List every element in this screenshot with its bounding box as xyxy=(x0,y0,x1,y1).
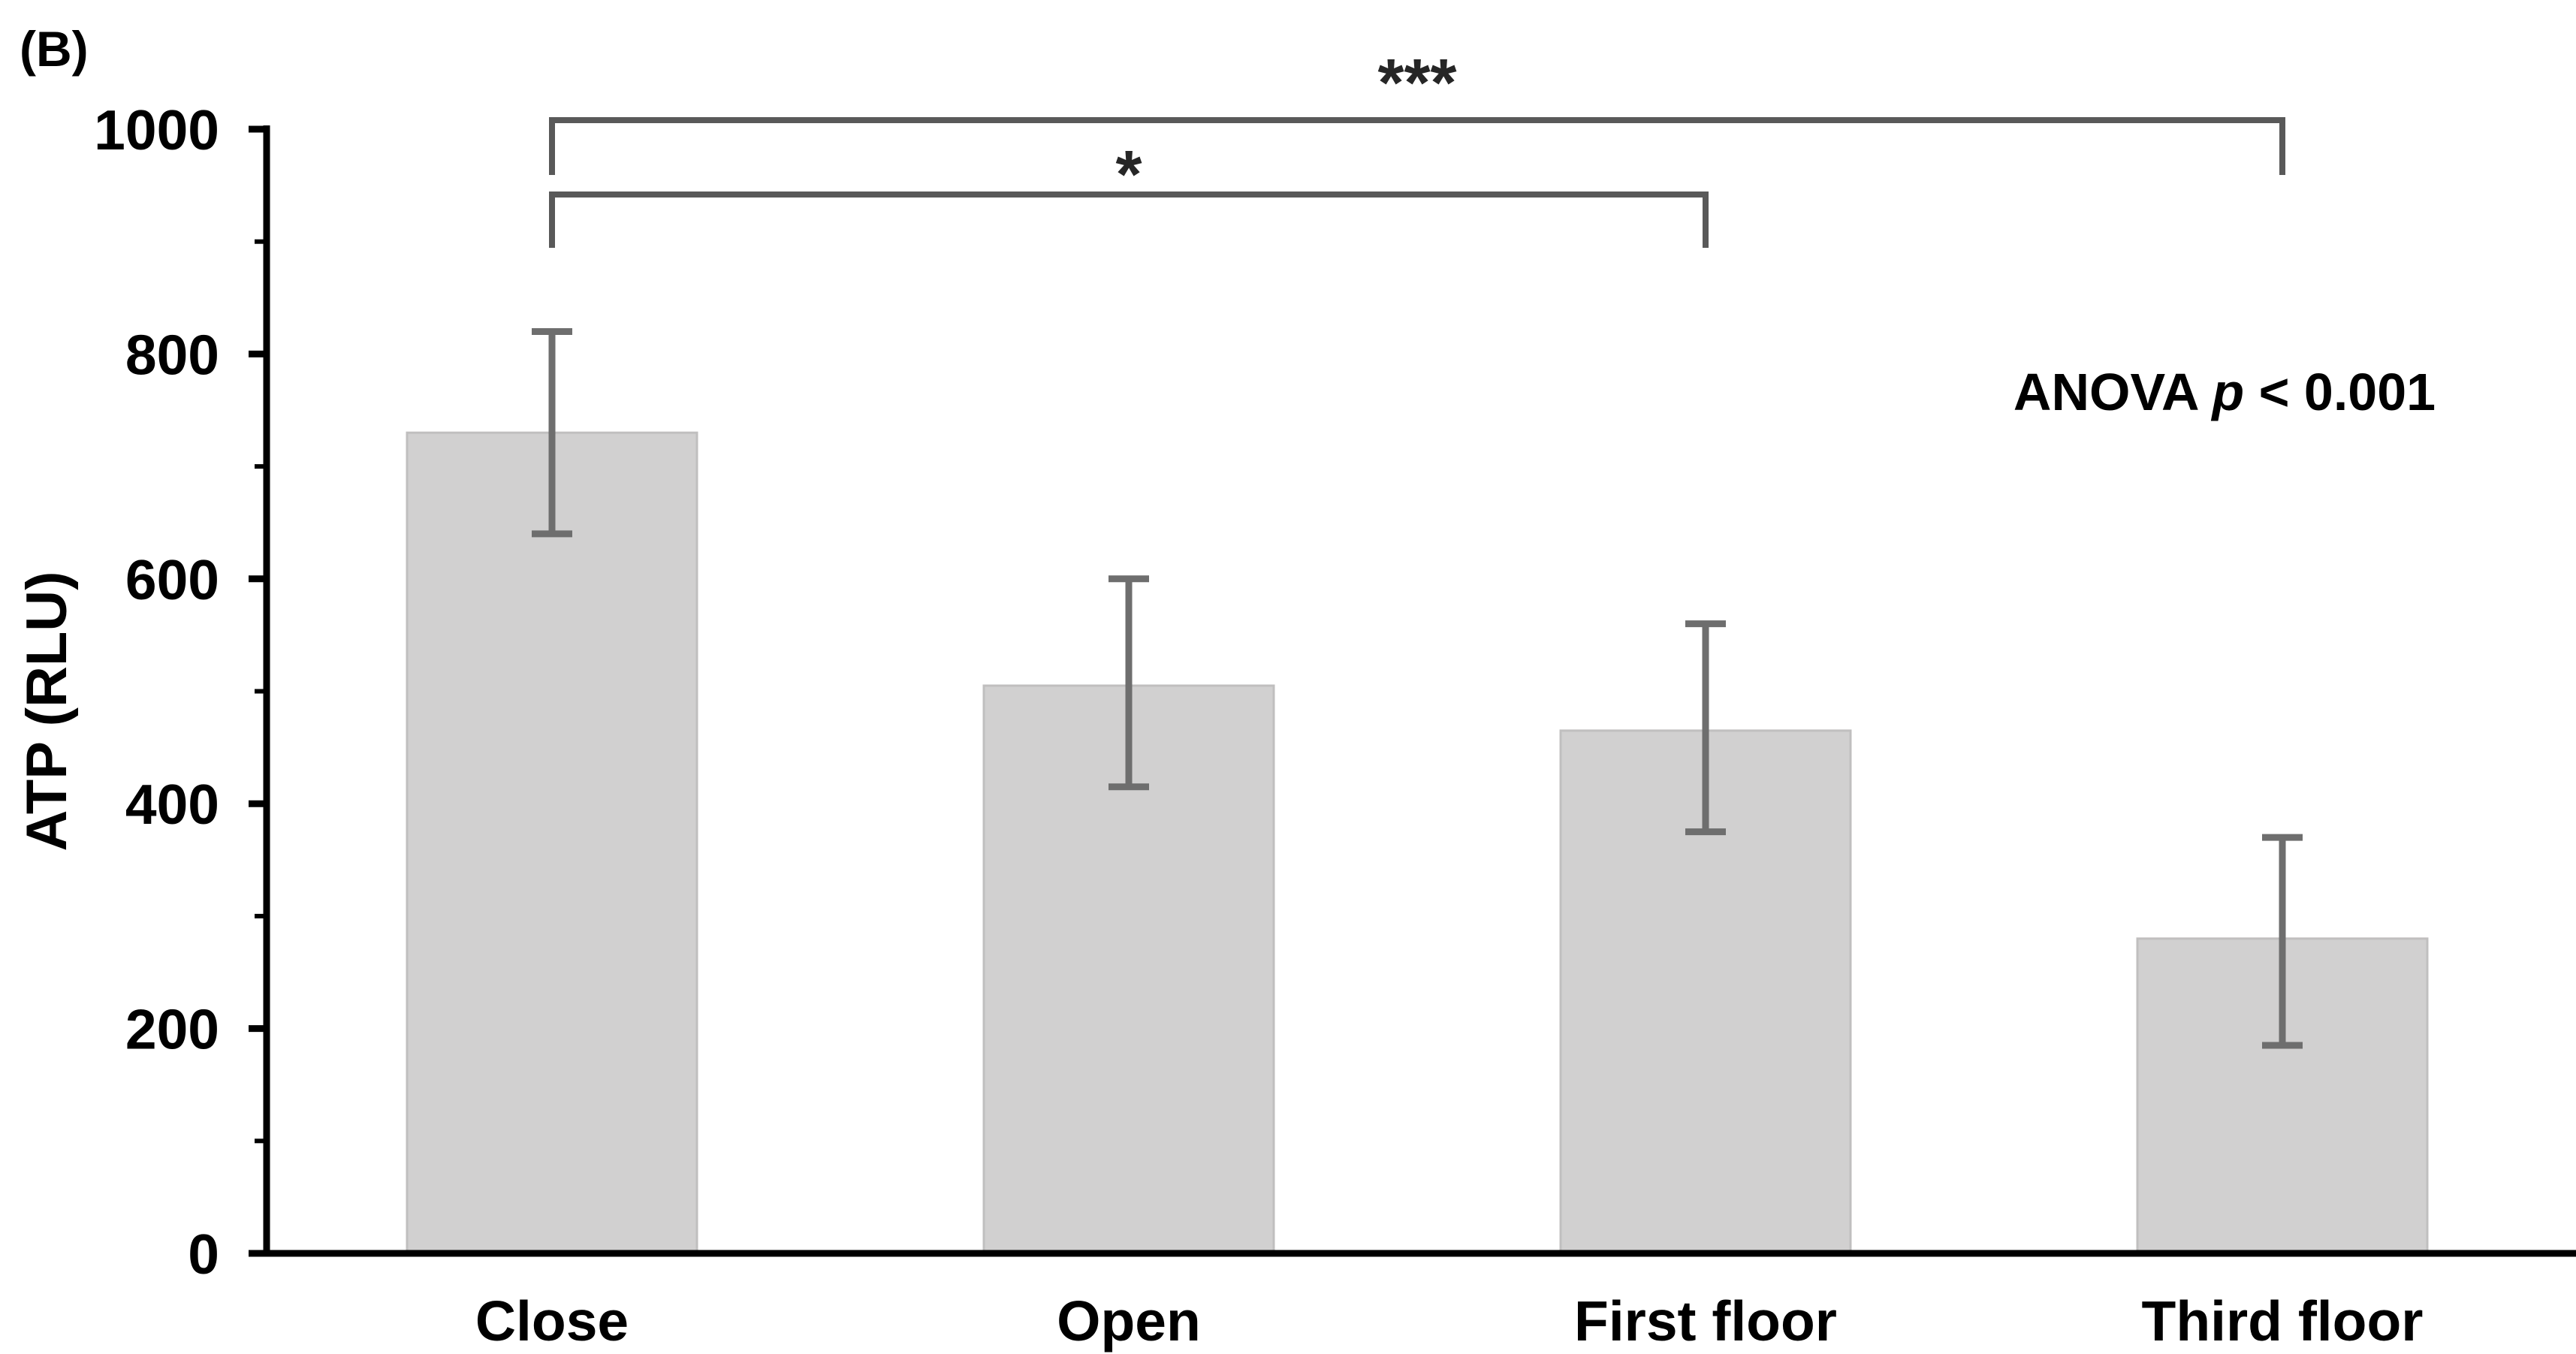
anova-annotation: ANOVA p < 0.001 xyxy=(2013,363,2436,421)
y-axis-title: ATP (RLU) xyxy=(15,571,79,852)
significance-stars-close-to-third-floor: *** xyxy=(1377,46,1456,121)
anova-annotation-suffix: < 0.001 xyxy=(2244,363,2436,421)
y-axis-ticks-group: 0 200 400 600 800 1000 xyxy=(94,98,267,1286)
significance-bracket-close-to-third-floor xyxy=(549,117,2285,175)
significance-bracket-close-to-first-floor xyxy=(549,191,1709,248)
anova-annotation-prefix: ANOVA xyxy=(2013,363,2212,421)
y-tick-label-0: 0 xyxy=(188,1223,219,1286)
x-category-labels-group: Close Open First floor Third floor xyxy=(475,1289,2424,1352)
panel-label: (B) xyxy=(20,21,89,77)
significance-brackets-group: **** xyxy=(549,46,2285,248)
y-tick-label-1000: 1000 xyxy=(94,98,219,161)
y-tick-label-400: 400 xyxy=(125,773,219,836)
y-tick-label-600: 600 xyxy=(125,548,219,611)
bars-group xyxy=(406,431,2429,1255)
y-tick-label-800: 800 xyxy=(125,323,219,386)
y-tick-label-200: 200 xyxy=(125,998,219,1061)
x-category-label-open: Open xyxy=(1057,1289,1201,1352)
error-bars-group xyxy=(532,327,2303,1049)
x-category-label-third-floor: Third floor xyxy=(2142,1289,2424,1352)
bar-close xyxy=(406,431,698,1255)
x-category-label-close: Close xyxy=(475,1289,629,1352)
x-category-label-first-floor: First floor xyxy=(1574,1289,1837,1352)
anova-annotation-p: p xyxy=(2210,363,2244,421)
significance-stars-close-to-first-floor: * xyxy=(1115,137,1142,213)
